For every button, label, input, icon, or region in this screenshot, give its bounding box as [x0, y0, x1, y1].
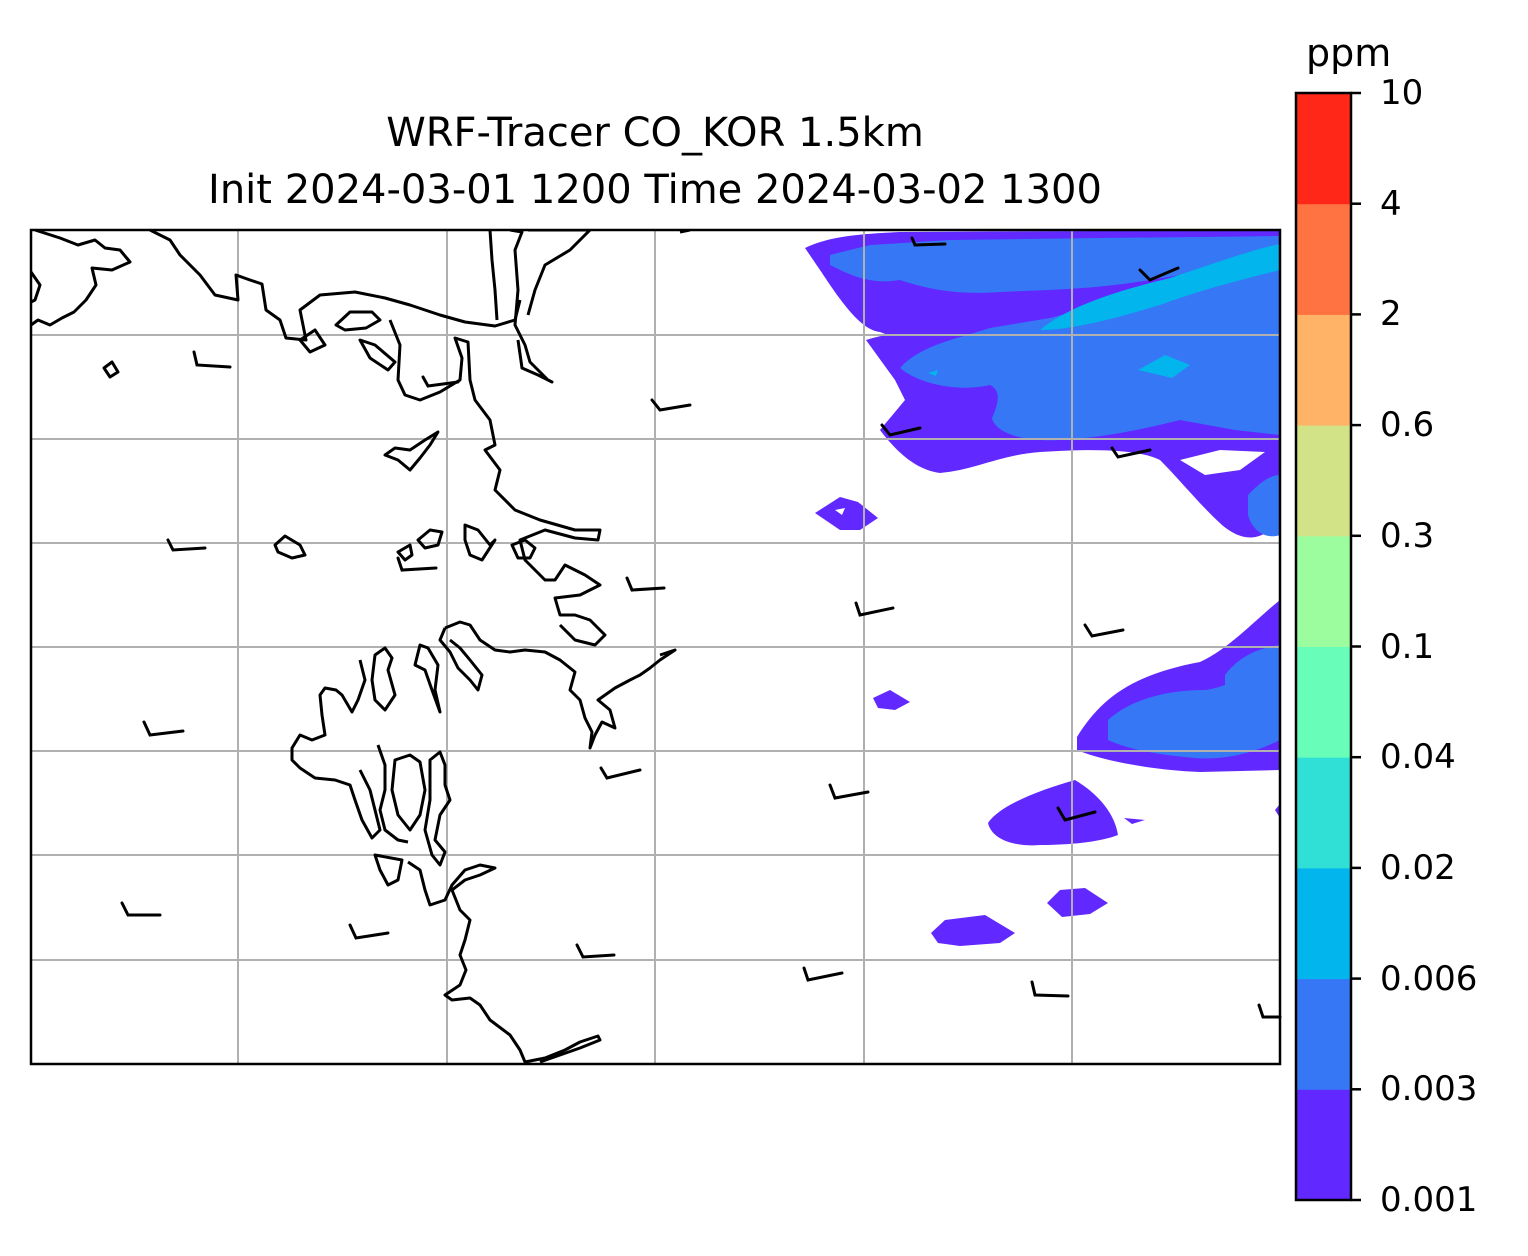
colorbar-tick-label: 0.003 — [1380, 1069, 1478, 1110]
colorbar-swatch — [1296, 757, 1351, 869]
colorbar-swatch — [1296, 646, 1351, 758]
colorbar-tick-label: 0.04 — [1380, 737, 1456, 778]
colorbar-swatch — [1296, 203, 1351, 315]
colorbar-swatch — [1296, 867, 1351, 980]
colorbar-tick-label: 2 — [1380, 294, 1402, 335]
colorbar-tick-label: 4 — [1380, 183, 1402, 224]
colorbar-swatch — [1296, 314, 1351, 426]
map-frame — [29, 228, 1282, 1066]
colorbar-tick-label: 0.1 — [1380, 626, 1435, 667]
map-title-line-2: Init 2024-03-01 1200 Time 2024-03-02 130… — [208, 167, 1102, 213]
colorbar-tick-label: 10 — [1380, 73, 1424, 113]
colorbar-swatch — [1296, 425, 1351, 537]
tracer-contour-fill — [805, 230, 1280, 946]
coastlines — [31, 230, 691, 1064]
map-title-line-1: WRF-Tracer CO_KOR 1.5km — [386, 110, 924, 156]
colorbar — [1294, 91, 1361, 1202]
wind-barbs — [120, 236, 1282, 1019]
colorbar-swatch — [1296, 1089, 1351, 1201]
colorbar-swatch — [1296, 93, 1351, 205]
contour-holes — [835, 450, 1265, 515]
colorbar-tick-label: 0.02 — [1380, 847, 1456, 888]
colorbar-tick-label: 0.006 — [1380, 958, 1478, 999]
colorbar-tick-label: 0.6 — [1380, 405, 1435, 446]
map-gridlines — [31, 230, 1280, 1064]
colorbar-tick-label: 0.3 — [1380, 515, 1435, 556]
contour-band-0.003 — [830, 236, 1280, 759]
colorbar-tick-label: 0.001 — [1380, 1180, 1478, 1220]
colorbar-unit-label: ppm — [1306, 31, 1392, 75]
contour-band-0.006 — [928, 244, 1280, 378]
colorbar-swatch — [1296, 535, 1351, 647]
colorbar-swatch — [1296, 978, 1351, 1090]
